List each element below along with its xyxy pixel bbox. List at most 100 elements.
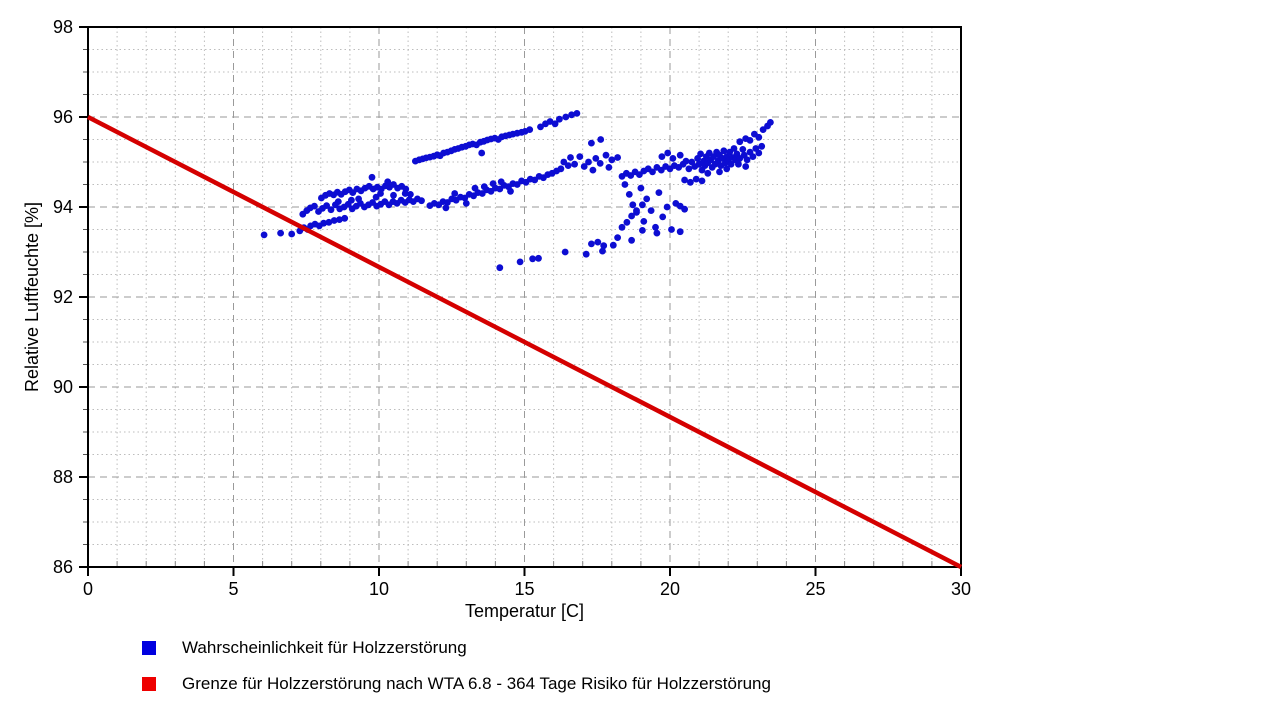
- scatter-point: [647, 207, 655, 215]
- risk-limit-line: [86, 115, 963, 569]
- scatter-point: [655, 189, 663, 197]
- y-tick-label: 92: [53, 287, 73, 307]
- y-tick-label: 98: [53, 17, 73, 37]
- scatter-point: [682, 157, 690, 165]
- scatter-point: [730, 145, 738, 152]
- scatter-point: [384, 178, 392, 186]
- scatter-point: [736, 138, 744, 146]
- scatter-point: [341, 214, 349, 222]
- scatter-point: [564, 162, 572, 170]
- scatter-point: [758, 142, 766, 150]
- x-tick-label: 15: [514, 579, 534, 599]
- scatter-point: [600, 242, 608, 250]
- scatter-point: [723, 165, 731, 173]
- scatter-point: [327, 206, 335, 214]
- scatter-point: [557, 165, 565, 173]
- scatter-point: [576, 153, 584, 161]
- scatter-point: [529, 255, 536, 263]
- scatter-point: [639, 227, 646, 234]
- scatter-point: [580, 163, 588, 170]
- scatter-point: [687, 178, 694, 186]
- x-tick-label: 20: [660, 579, 680, 599]
- scatter-point: [561, 248, 569, 256]
- scatter-point: [625, 191, 633, 198]
- scatter-point: [589, 166, 597, 174]
- scatter-point: [368, 173, 376, 181]
- scatter-point: [755, 149, 763, 157]
- x-tick-label: 5: [228, 579, 238, 599]
- scatter-point: [742, 163, 750, 170]
- scatter-point: [676, 151, 684, 159]
- y-tick-label: 90: [53, 377, 73, 397]
- scatter-point: [755, 133, 763, 141]
- y-axis-title: Relative Luftfeuchte [%]: [22, 202, 42, 392]
- scatter-point: [676, 202, 684, 210]
- scatter-point: [640, 218, 648, 225]
- scatter-point: [320, 219, 328, 227]
- scatter-point: [571, 160, 578, 168]
- scatter-point: [496, 264, 504, 272]
- scatter-point: [556, 115, 563, 123]
- scatter-point: [462, 200, 470, 207]
- scatter-point: [573, 110, 581, 117]
- scatter-point: [451, 190, 459, 197]
- scatter-point: [614, 154, 621, 161]
- scatter-point: [418, 197, 425, 205]
- scatter-point: [704, 169, 712, 177]
- scatter-point: [767, 119, 774, 126]
- scatter-point: [609, 241, 617, 249]
- scatter-point: [507, 187, 514, 195]
- scatter-point: [669, 155, 677, 162]
- scatter-point: [325, 218, 333, 226]
- scatter-point: [330, 217, 338, 224]
- scatter-point: [618, 223, 626, 231]
- scatter-point: [551, 120, 559, 128]
- scatter-point: [582, 250, 590, 258]
- scatter-point: [739, 146, 747, 153]
- scatter-point: [716, 168, 723, 176]
- scatter-point: [401, 190, 409, 197]
- scatter-point: [348, 196, 355, 204]
- scatter-point: [471, 184, 479, 192]
- scatter-point: [664, 149, 672, 157]
- scatter-point: [727, 160, 735, 168]
- scatter-point: [621, 181, 629, 188]
- scatter-point: [639, 201, 646, 209]
- scatter-point: [588, 139, 595, 147]
- scatter-point: [681, 176, 688, 184]
- scatter-point: [652, 223, 659, 231]
- scatter-point: [585, 158, 592, 166]
- x-tick-label: 30: [951, 579, 971, 599]
- scatter-point: [355, 195, 362, 203]
- scatter-point: [649, 168, 656, 176]
- scatter-point: [628, 236, 635, 244]
- x-tick-label: 0: [83, 579, 93, 599]
- y-tick-label: 88: [53, 467, 73, 487]
- x-tick-label: 10: [369, 579, 389, 599]
- y-tick-label: 96: [53, 107, 73, 127]
- scatter-point: [659, 213, 667, 221]
- scatter-point: [277, 229, 284, 237]
- scatter-point: [594, 238, 602, 246]
- scatter-point: [720, 147, 728, 155]
- scatter-point: [442, 204, 450, 212]
- scatter-point: [628, 212, 635, 220]
- scatter-point: [535, 254, 542, 262]
- scatter-point: [614, 234, 621, 242]
- scatter-point: [623, 218, 631, 226]
- scatter-point: [605, 164, 613, 171]
- scatter-point: [562, 113, 570, 121]
- scatter-point: [567, 154, 574, 161]
- scatter-point: [311, 202, 318, 210]
- scatter-point: [633, 207, 640, 215]
- y-tick-label: 86: [53, 557, 73, 577]
- scatter-point: [489, 180, 497, 188]
- scatter-point: [592, 155, 600, 162]
- scatter-point: [588, 240, 595, 248]
- plot-border: [87, 26, 962, 568]
- scatter-point: [336, 216, 343, 224]
- scatter-point: [658, 153, 666, 161]
- scatter-point: [596, 160, 604, 167]
- x-tick-label: 25: [805, 579, 825, 599]
